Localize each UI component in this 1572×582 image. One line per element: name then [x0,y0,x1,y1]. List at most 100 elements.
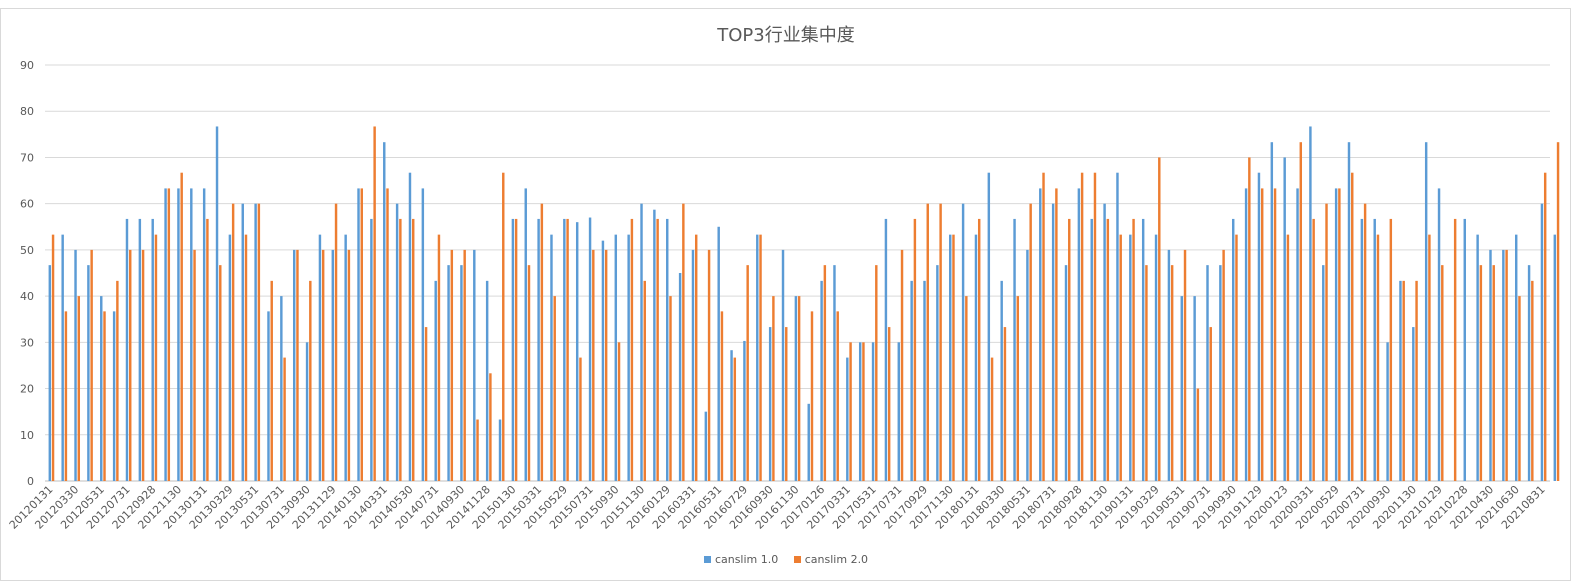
bar-series-2 [656,218,659,482]
bar-series-1 [1270,142,1274,482]
bar-series-1 [1347,142,1351,482]
y-tick-label: 60 [20,198,34,211]
bar-series-1 [781,249,785,481]
bar-series-2 [1080,172,1084,481]
bar-series-2 [1453,218,1457,482]
bar-series-1 [434,280,437,481]
bar-series-1 [1334,188,1338,481]
bar-series-2 [694,234,698,481]
bar-series-1 [717,226,720,481]
bar-series-2 [90,249,93,481]
bar-series-1 [833,265,836,481]
bar-series-2 [604,249,608,481]
bar-series-1 [460,265,463,481]
bar-series-1 [151,218,154,482]
bar-series-1 [974,234,978,481]
bar-series-2 [669,296,672,481]
bar-series-1 [1322,265,1325,481]
bar-series-2 [566,218,569,482]
bar-series-2 [952,234,955,481]
legend-label-series-2: canslim 2.0 [804,553,869,566]
bar-series-2 [643,280,646,481]
bar-series-1 [190,188,193,481]
bar-series-2 [926,203,929,481]
bar-series-2 [1235,234,1238,481]
bar-series-2 [875,265,878,481]
bar-series-2 [399,218,402,482]
bar-series-1 [1463,218,1466,482]
bar-series-2 [1106,218,1110,482]
bar-series-1 [202,188,206,481]
bar-series-2 [759,234,762,481]
bar-series-2 [1543,172,1547,481]
bar-series-2 [1415,280,1418,481]
bar-series-2 [51,234,55,481]
bar-series-1 [1039,188,1042,481]
bar-series-1 [1309,126,1312,481]
bars [48,126,1560,482]
bar-series-2 [1402,280,1405,481]
bar-series-2 [373,126,376,481]
bar-series-2 [707,249,711,481]
bar-series-1 [1489,249,1492,481]
bar-series-1 [1424,142,1428,482]
bar-series-2 [1196,388,1200,481]
bar-series-2 [579,357,582,481]
bar-series-2 [309,280,312,481]
bar-series-2 [836,311,839,481]
bar-series-1 [691,249,695,481]
bar-series-1 [858,342,862,481]
bar-series-1 [846,357,849,481]
bar-series-2 [746,265,749,481]
bar-series-2 [103,311,106,481]
bar-series-1 [1527,265,1531,481]
bar-series-2 [1016,296,1020,481]
y-tick-label: 30 [20,336,34,349]
y-tick-label: 70 [20,151,34,164]
bar-series-1 [112,311,116,481]
bar-series-2 [1055,188,1058,481]
y-tick-label: 20 [20,383,34,396]
y-tick-label: 40 [20,290,34,303]
legend-swatch-series-1 [703,556,711,563]
bar-series-1 [215,126,219,481]
bar-series-2 [463,249,466,481]
bar-series-2 [347,249,351,481]
bar-series-1 [871,342,875,481]
bar-series-1 [949,234,952,481]
bar-series-2 [617,342,621,481]
bar-series-2 [1029,203,1032,481]
bar-series-2 [386,188,389,481]
bar-series-1 [318,234,322,481]
bar-series-1 [421,188,425,481]
bar-series-1 [640,203,643,481]
bar-series-1 [627,234,630,481]
bar-series-2 [862,342,865,481]
legend-item-series-1[interactable]: canslim 1.0 [703,553,778,566]
bar-series-1 [704,411,708,481]
bar-series-2 [1170,265,1174,481]
bar-series-2 [244,234,248,481]
bar-series-1 [794,296,798,481]
legend-item-series-2[interactable]: canslim 2.0 [793,553,869,566]
bar-series-2 [990,357,994,481]
bar-series-1 [820,280,823,481]
bar-series-1 [1180,296,1183,481]
bar-series-2 [1158,157,1161,481]
bar-series-2 [1209,327,1212,481]
bar-series-1 [138,218,142,482]
bar-series-1 [1077,188,1081,481]
bar-series-1 [1090,218,1093,482]
bar-series-2 [1003,327,1007,481]
bar-series-1 [550,234,553,481]
bar-series-1 [1193,296,1196,481]
bar-series-2 [720,311,724,481]
bar-series-1 [807,403,810,481]
bar-series-2 [1042,172,1045,481]
bar-series-2 [965,296,968,481]
bar-series-2 [553,296,556,481]
bar-series-2 [77,296,81,481]
bar-series-1 [485,280,489,481]
bar-series-1 [1232,218,1235,482]
